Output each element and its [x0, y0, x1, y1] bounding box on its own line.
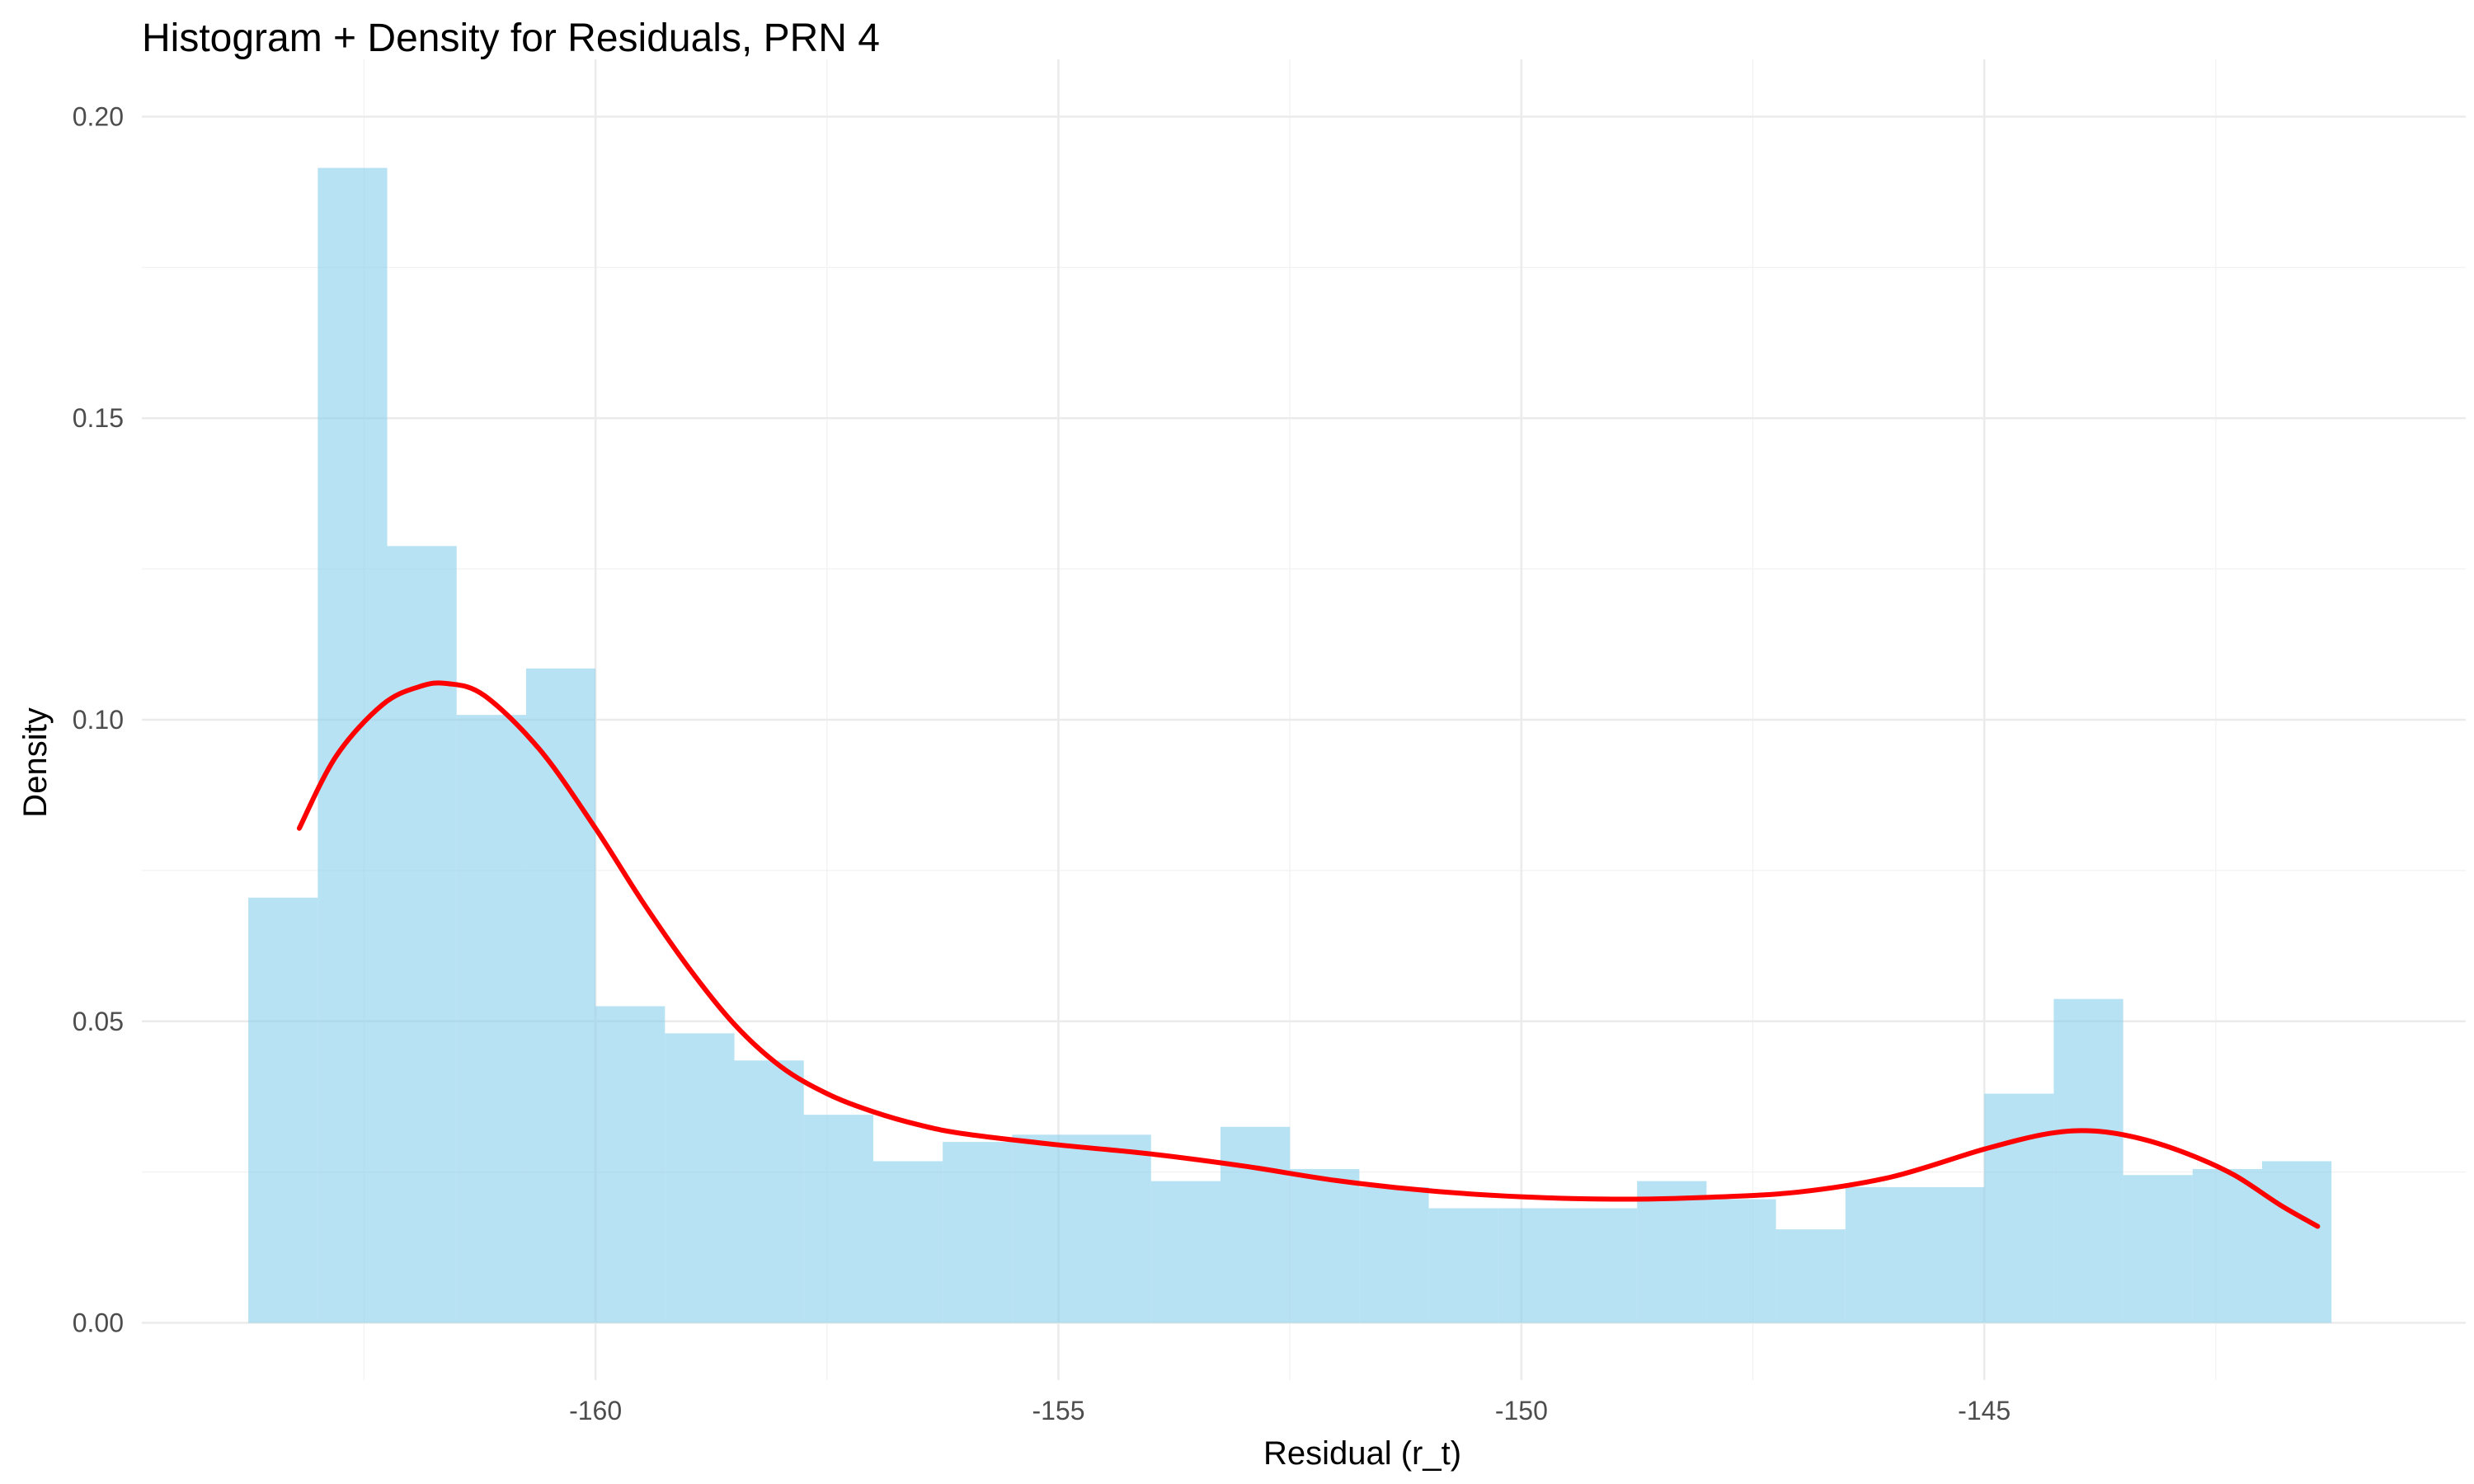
- histogram-bar: [665, 1033, 735, 1323]
- y-axis-tick-labels: 0.00 0.05 0.10 0.15 0.20: [73, 101, 124, 1337]
- histogram-bar: [1914, 1186, 1985, 1323]
- histogram-bar: [248, 897, 318, 1323]
- histogram-bar: [525, 668, 596, 1323]
- density-curve: [296, 680, 2321, 1229]
- x-tick-label: -160: [569, 1396, 622, 1425]
- histogram-bar: [1498, 1208, 1568, 1323]
- histogram-bar: [1150, 1181, 1221, 1323]
- histogram-bar: [1012, 1134, 1082, 1323]
- histogram-bar: [1845, 1186, 1915, 1323]
- x-tick-label: -155: [1032, 1396, 1084, 1425]
- histogram-bar: [1776, 1229, 1846, 1323]
- histogram-bar: [1290, 1168, 1360, 1323]
- histogram-bar: [2262, 1161, 2332, 1323]
- histogram-bar: [872, 1161, 943, 1323]
- x-tick-label: -145: [1958, 1396, 2011, 1425]
- histogram-bar: [943, 1142, 1013, 1323]
- histogram-bar: [317, 167, 388, 1323]
- histogram-bar: [2192, 1168, 2263, 1323]
- y-tick-label: 0.15: [73, 403, 124, 433]
- histogram-bar: [1359, 1186, 1429, 1323]
- histogram-bar: [2123, 1175, 2193, 1323]
- x-axis-tick-labels: -160 -155 -150 -145: [569, 1396, 2011, 1425]
- histogram-bar: [1637, 1181, 1707, 1323]
- y-tick-label: 0.20: [73, 101, 124, 131]
- histogram-bar: [1220, 1126, 1291, 1323]
- histogram-bar: [1984, 1093, 2054, 1323]
- histogram-bar: [1567, 1208, 1638, 1323]
- histogram-bar: [595, 1006, 666, 1323]
- histogram-bar: [456, 715, 526, 1323]
- histogram-bars: [248, 167, 2332, 1323]
- y-tick-label: 0.05: [73, 1007, 124, 1036]
- histogram-bar: [1081, 1134, 1151, 1323]
- chart-title: Histogram + Density for Residuals, PRN 4: [142, 16, 880, 60]
- histogram-bar: [387, 546, 457, 1323]
- y-tick-label: 0.10: [73, 705, 124, 735]
- x-tick-label: -150: [1495, 1396, 1548, 1425]
- y-axis-title: Density: [17, 707, 54, 817]
- histogram-bar: [803, 1115, 873, 1323]
- x-axis-title: Residual (r_t): [1263, 1435, 1461, 1472]
- histogram-bar: [734, 1060, 804, 1323]
- histogram-bar: [1706, 1199, 1776, 1323]
- histogram-bar: [2053, 998, 2124, 1323]
- histogram-bar: [1428, 1208, 1498, 1323]
- y-tick-label: 0.00: [73, 1308, 124, 1338]
